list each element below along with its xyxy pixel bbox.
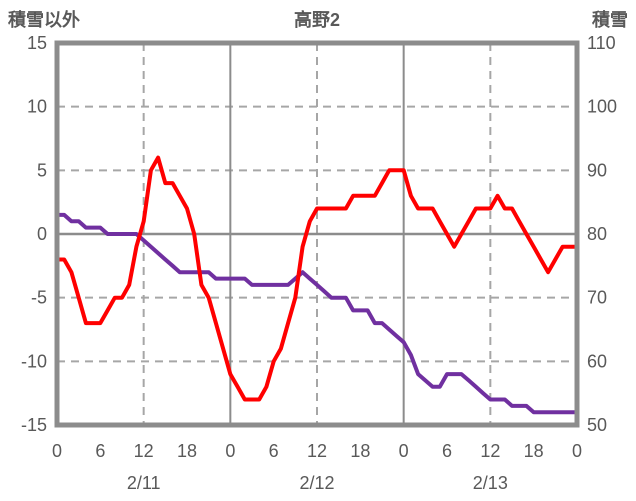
y-left-tick-label: -15 (21, 415, 47, 435)
x-tick-label: 18 (350, 441, 370, 461)
x-tick-label: 6 (269, 441, 279, 461)
x-tick-label: 0 (572, 441, 582, 461)
x-tick-label: 6 (442, 441, 452, 461)
y-left-tick-label: -10 (21, 351, 47, 371)
y-left-tick-label: 0 (37, 224, 47, 244)
date-label: 2/12 (299, 473, 334, 493)
x-tick-label: 6 (95, 441, 105, 461)
x-tick-label: 18 (177, 441, 197, 461)
right-axis-title: 積雪 (592, 10, 628, 30)
y-right-tick-label: 90 (587, 160, 607, 180)
y-left-tick-label: -5 (31, 288, 47, 308)
date-label: 2/13 (473, 473, 508, 493)
date-label: 2/11 (127, 473, 161, 493)
series-line-red (55, 155, 579, 402)
series-line-purple (55, 212, 579, 415)
x-tick-label: 12 (307, 441, 327, 461)
left-axis-title: 積雪以外 (8, 10, 80, 30)
y-right-tick-label: 50 (587, 415, 607, 435)
y-right-tick-label: 110 (587, 33, 616, 53)
y-left-tick-label: 10 (27, 97, 47, 117)
x-tick-label: 0 (225, 441, 235, 461)
x-tick-label: 0 (52, 441, 62, 461)
x-tick-label: 0 (399, 441, 409, 461)
plot-border (54, 40, 580, 428)
y-left-tick-label: 15 (27, 33, 47, 53)
y-left-tick-label: 5 (37, 160, 47, 180)
y-right-tick-label: 100 (587, 97, 617, 117)
x-tick-label: 18 (524, 441, 544, 461)
x-tick-label: 12 (480, 441, 500, 461)
y-right-tick-label: 60 (587, 351, 607, 371)
y-right-tick-label: 80 (587, 224, 607, 244)
y-right-tick-label: 70 (587, 288, 607, 308)
x-tick-label: 12 (134, 441, 154, 461)
chart-title: 高野2 (293, 10, 340, 30)
